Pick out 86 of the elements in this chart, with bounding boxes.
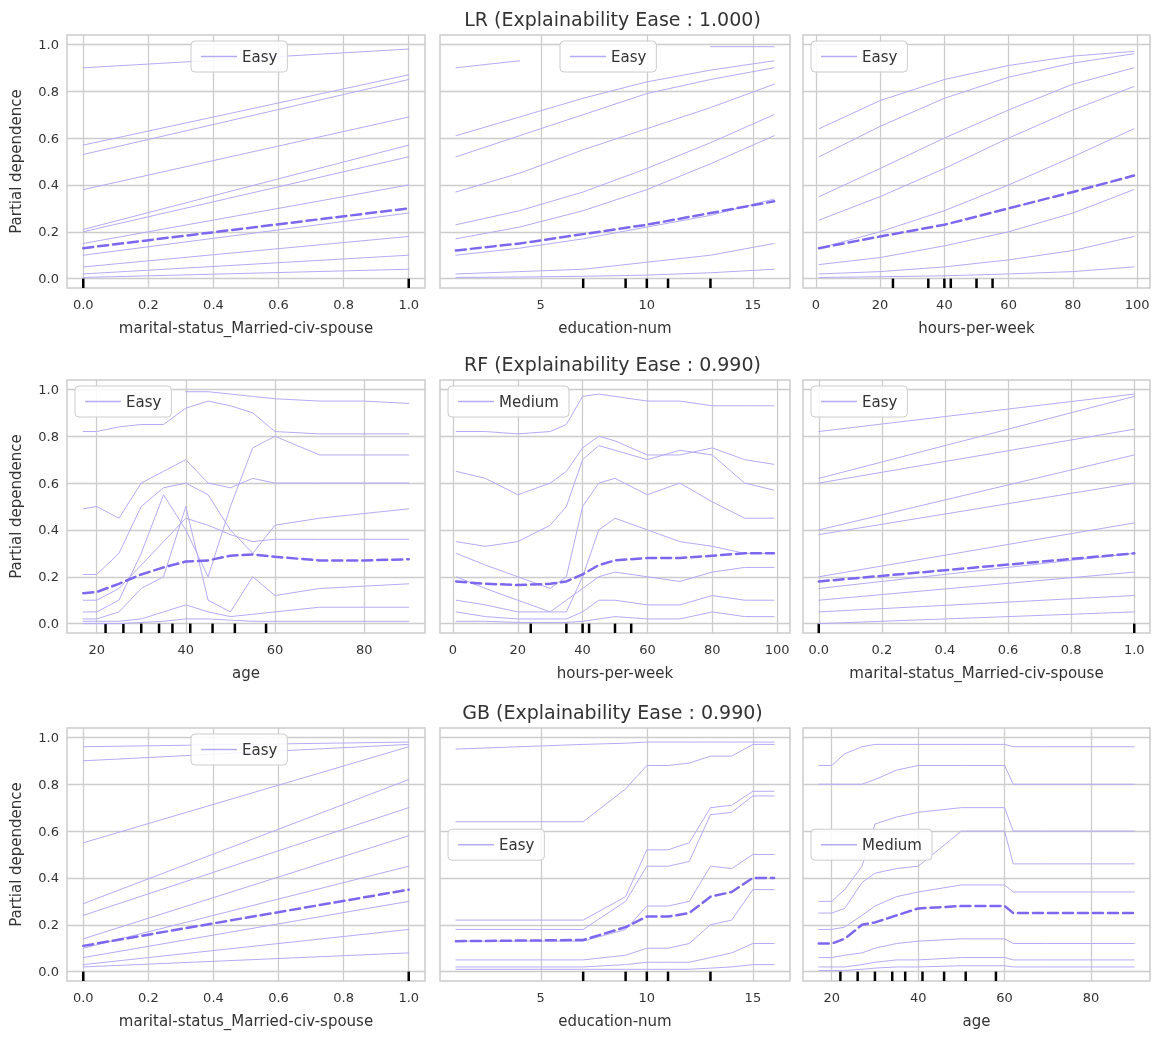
x-tick-label: 80: [1064, 297, 1082, 312]
legend-label: Medium: [499, 392, 559, 411]
x-tick-label: 5: [536, 990, 545, 1005]
x-tick-label: 10: [638, 990, 656, 1005]
x-tick-label: 60: [1000, 297, 1017, 312]
y-tick-label: 0.0: [38, 616, 59, 632]
x-tick-label: 40: [177, 642, 195, 657]
y-tick-label: 0.4: [38, 522, 59, 538]
x-axis-title: age: [232, 663, 260, 682]
x-tick-label: 0.4: [934, 642, 956, 657]
x-tick-label: 1.0: [398, 990, 420, 1005]
y-tick-label: 0.0: [38, 271, 59, 287]
y-tick-label: 0.4: [38, 177, 59, 193]
x-tick-label: 0.6: [268, 297, 289, 312]
x-axis-title: age: [962, 1011, 991, 1030]
y-tick-label: 0.2: [38, 224, 59, 240]
legend-label: Easy: [499, 835, 535, 854]
y-axis-title: Partial dependence: [6, 89, 25, 234]
y-tick-label: 1.0: [38, 381, 59, 397]
x-tick-label: 0.8: [333, 297, 354, 312]
x-axis-title: hours-per-week: [918, 318, 1035, 337]
y-axis-title: Partial dependence: [6, 434, 25, 579]
x-axis-title: marital-status_Married-civ-spouse: [118, 318, 374, 338]
x-tick-label: 0: [448, 642, 458, 657]
y-tick-label: 0.2: [38, 569, 59, 585]
x-tick-label: 0.2: [138, 297, 159, 312]
x-tick-label: 1.0: [1123, 642, 1145, 657]
x-tick-label: 40: [909, 990, 927, 1005]
x-axis-title: hours-per-week: [556, 663, 674, 682]
y-tick-label: 0.6: [38, 130, 59, 146]
y-tick-label: 0.2: [38, 917, 59, 933]
y-tick-label: 0.8: [38, 776, 59, 792]
x-tick-label: 10: [638, 297, 656, 312]
legend-label: Easy: [611, 47, 647, 66]
y-tick-label: 0.6: [38, 823, 59, 839]
x-axis-title: education-num: [558, 318, 672, 337]
x-tick-label: 1.0: [398, 297, 420, 312]
chart-title: LR (Explainability Ease : 1.000): [464, 7, 761, 30]
x-tick-label: 0.0: [808, 642, 830, 657]
x-tick-label: 0.0: [72, 297, 94, 312]
x-tick-label: 60: [266, 642, 284, 657]
legend-label: Medium: [862, 835, 922, 854]
y-tick-label: 0.6: [38, 475, 59, 491]
x-tick-label: 0.2: [138, 990, 159, 1005]
x-tick-label: 0.4: [203, 297, 224, 312]
y-tick-label: 0.4: [38, 870, 59, 886]
x-tick-label: 0.8: [333, 990, 354, 1005]
x-tick-label: 100: [1124, 297, 1150, 312]
y-tick-label: 0.8: [38, 83, 59, 99]
x-tick-label: 80: [703, 642, 721, 657]
x-tick-label: 5: [536, 297, 545, 312]
x-axis-title: marital-status_Married-civ-spouse: [849, 663, 1104, 683]
x-axis-title: marital-status_Married-civ-spouse: [118, 1011, 374, 1031]
y-tick-label: 0.0: [38, 964, 59, 980]
x-tick-label: 20: [823, 990, 841, 1005]
legend-label: Easy: [126, 392, 162, 411]
y-tick-label: 0.8: [38, 428, 59, 444]
chart-title: GB (Explainability Ease : 0.990): [462, 700, 763, 723]
chart-title: RF (Explainability Ease : 0.990): [464, 352, 761, 375]
x-tick-label: 0: [811, 297, 820, 312]
x-tick-label: 0.6: [997, 642, 1019, 657]
legend-label: Easy: [862, 392, 898, 411]
legend-label: Easy: [242, 740, 278, 759]
x-tick-label: 40: [574, 642, 591, 657]
x-tick-label: 20: [509, 642, 527, 657]
x-tick-label: 0.2: [871, 642, 893, 657]
x-tick-label: 15: [744, 990, 762, 1005]
x-tick-label: 40: [936, 297, 953, 312]
x-tick-label: 20: [871, 297, 889, 312]
x-tick-label: 60: [996, 990, 1013, 1005]
x-tick-label: 60: [639, 642, 656, 657]
x-axis-title: education-num: [558, 1011, 672, 1030]
y-axis-title: Partial dependence: [6, 782, 25, 927]
x-tick-label: 80: [1082, 990, 1100, 1005]
x-tick-label: 0.8: [1060, 642, 1082, 657]
x-tick-label: 80: [355, 642, 373, 657]
legend-label: Easy: [862, 47, 898, 66]
x-tick-label: 0.6: [268, 990, 289, 1005]
x-tick-label: 15: [744, 297, 762, 312]
y-tick-label: 1.0: [38, 36, 59, 52]
x-tick-label: 0.4: [203, 990, 224, 1005]
x-tick-label: 0.0: [72, 990, 94, 1005]
legend-label: Easy: [242, 47, 278, 66]
x-tick-label: 100: [764, 642, 790, 657]
x-tick-label: 20: [88, 642, 105, 657]
y-tick-label: 1.0: [38, 729, 59, 745]
